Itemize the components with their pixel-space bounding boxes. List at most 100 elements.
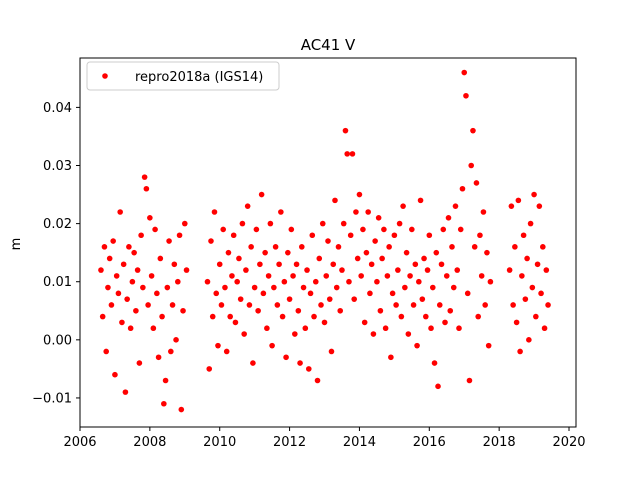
data-point [429, 284, 436, 291]
data-point [323, 273, 330, 279]
data-point [393, 302, 399, 308]
data-point [232, 319, 239, 326]
data-point [251, 284, 258, 291]
data-point [449, 244, 455, 250]
data-point [278, 209, 284, 215]
data-point [155, 354, 162, 361]
data-point [398, 313, 405, 320]
data-point [134, 267, 141, 273]
data-point [456, 325, 462, 332]
data-point [478, 273, 485, 279]
data-point [344, 151, 351, 157]
data-point [347, 232, 354, 239]
x-tick-label: 2020 [552, 435, 585, 450]
data-point [375, 215, 382, 221]
data-point [424, 267, 431, 273]
data-point [218, 302, 225, 308]
data-point [400, 203, 406, 209]
x-tick-label: 2016 [413, 435, 446, 450]
data-point [346, 278, 352, 285]
data-point [473, 180, 480, 186]
data-point [141, 174, 148, 180]
data-point [119, 319, 125, 326]
data-point [395, 267, 401, 273]
data-point [279, 313, 286, 320]
data-point [264, 325, 270, 332]
data-point [133, 307, 139, 314]
data-point [464, 290, 471, 297]
legend-marker [102, 73, 108, 79]
y-axis-label: m [9, 238, 24, 251]
data-point [295, 307, 302, 314]
data-point [236, 255, 242, 262]
x-tick-label: 2010 [203, 435, 236, 450]
data-point [517, 348, 523, 355]
data-point [290, 273, 296, 279]
data-point [435, 383, 441, 390]
data-point [412, 261, 419, 268]
data-point [417, 197, 424, 204]
data-point [409, 226, 415, 233]
data-point [148, 273, 155, 279]
data-point [281, 278, 288, 285]
data-point [386, 244, 392, 250]
data-point [447, 307, 454, 314]
data-point [244, 203, 251, 209]
data-point [129, 278, 136, 285]
data-point [176, 232, 183, 239]
data-point [459, 185, 466, 192]
data-point [522, 296, 529, 302]
data-point [103, 348, 109, 355]
data-point [515, 197, 522, 204]
data-point [414, 342, 420, 349]
data-point [113, 273, 120, 279]
data-point [255, 307, 261, 314]
data-point [471, 244, 478, 250]
data-point [169, 302, 176, 308]
data-point [520, 232, 527, 239]
data-point [421, 255, 427, 262]
data-point [272, 244, 279, 250]
data-point [389, 290, 396, 297]
data-point [382, 325, 389, 332]
data-point [321, 319, 328, 326]
data-point [332, 197, 338, 204]
data-point [150, 325, 157, 332]
data-point [208, 238, 214, 244]
data-point [526, 337, 532, 343]
data-point [299, 244, 305, 250]
data-point [531, 191, 537, 198]
data-point [482, 302, 488, 308]
data-point [164, 284, 171, 291]
data-point [117, 209, 123, 215]
data-point [512, 244, 518, 250]
data-point [370, 331, 377, 337]
data-point [340, 220, 347, 227]
data-point [265, 273, 272, 279]
data-point [297, 360, 303, 366]
data-point [168, 348, 174, 355]
data-point [360, 226, 366, 233]
data-point [443, 273, 450, 279]
data-point [286, 296, 293, 302]
data-point [204, 278, 211, 285]
data-point [305, 366, 312, 372]
data-point [223, 348, 230, 355]
data-point [468, 162, 475, 169]
data-point [230, 232, 237, 239]
data-point [368, 261, 375, 268]
data-point [363, 249, 370, 256]
y-tick-label: 0.00 [43, 333, 72, 348]
y-tick-label: 0.01 [43, 275, 72, 290]
data-point [271, 284, 277, 291]
data-point [292, 331, 298, 337]
data-point [426, 232, 433, 239]
data-point [485, 342, 492, 349]
x-tick-label: 2018 [483, 435, 516, 450]
data-point [122, 389, 129, 395]
data-point [388, 354, 394, 361]
data-point [309, 232, 316, 239]
data-point [396, 220, 403, 227]
data-point [311, 313, 317, 320]
data-point [407, 273, 413, 279]
